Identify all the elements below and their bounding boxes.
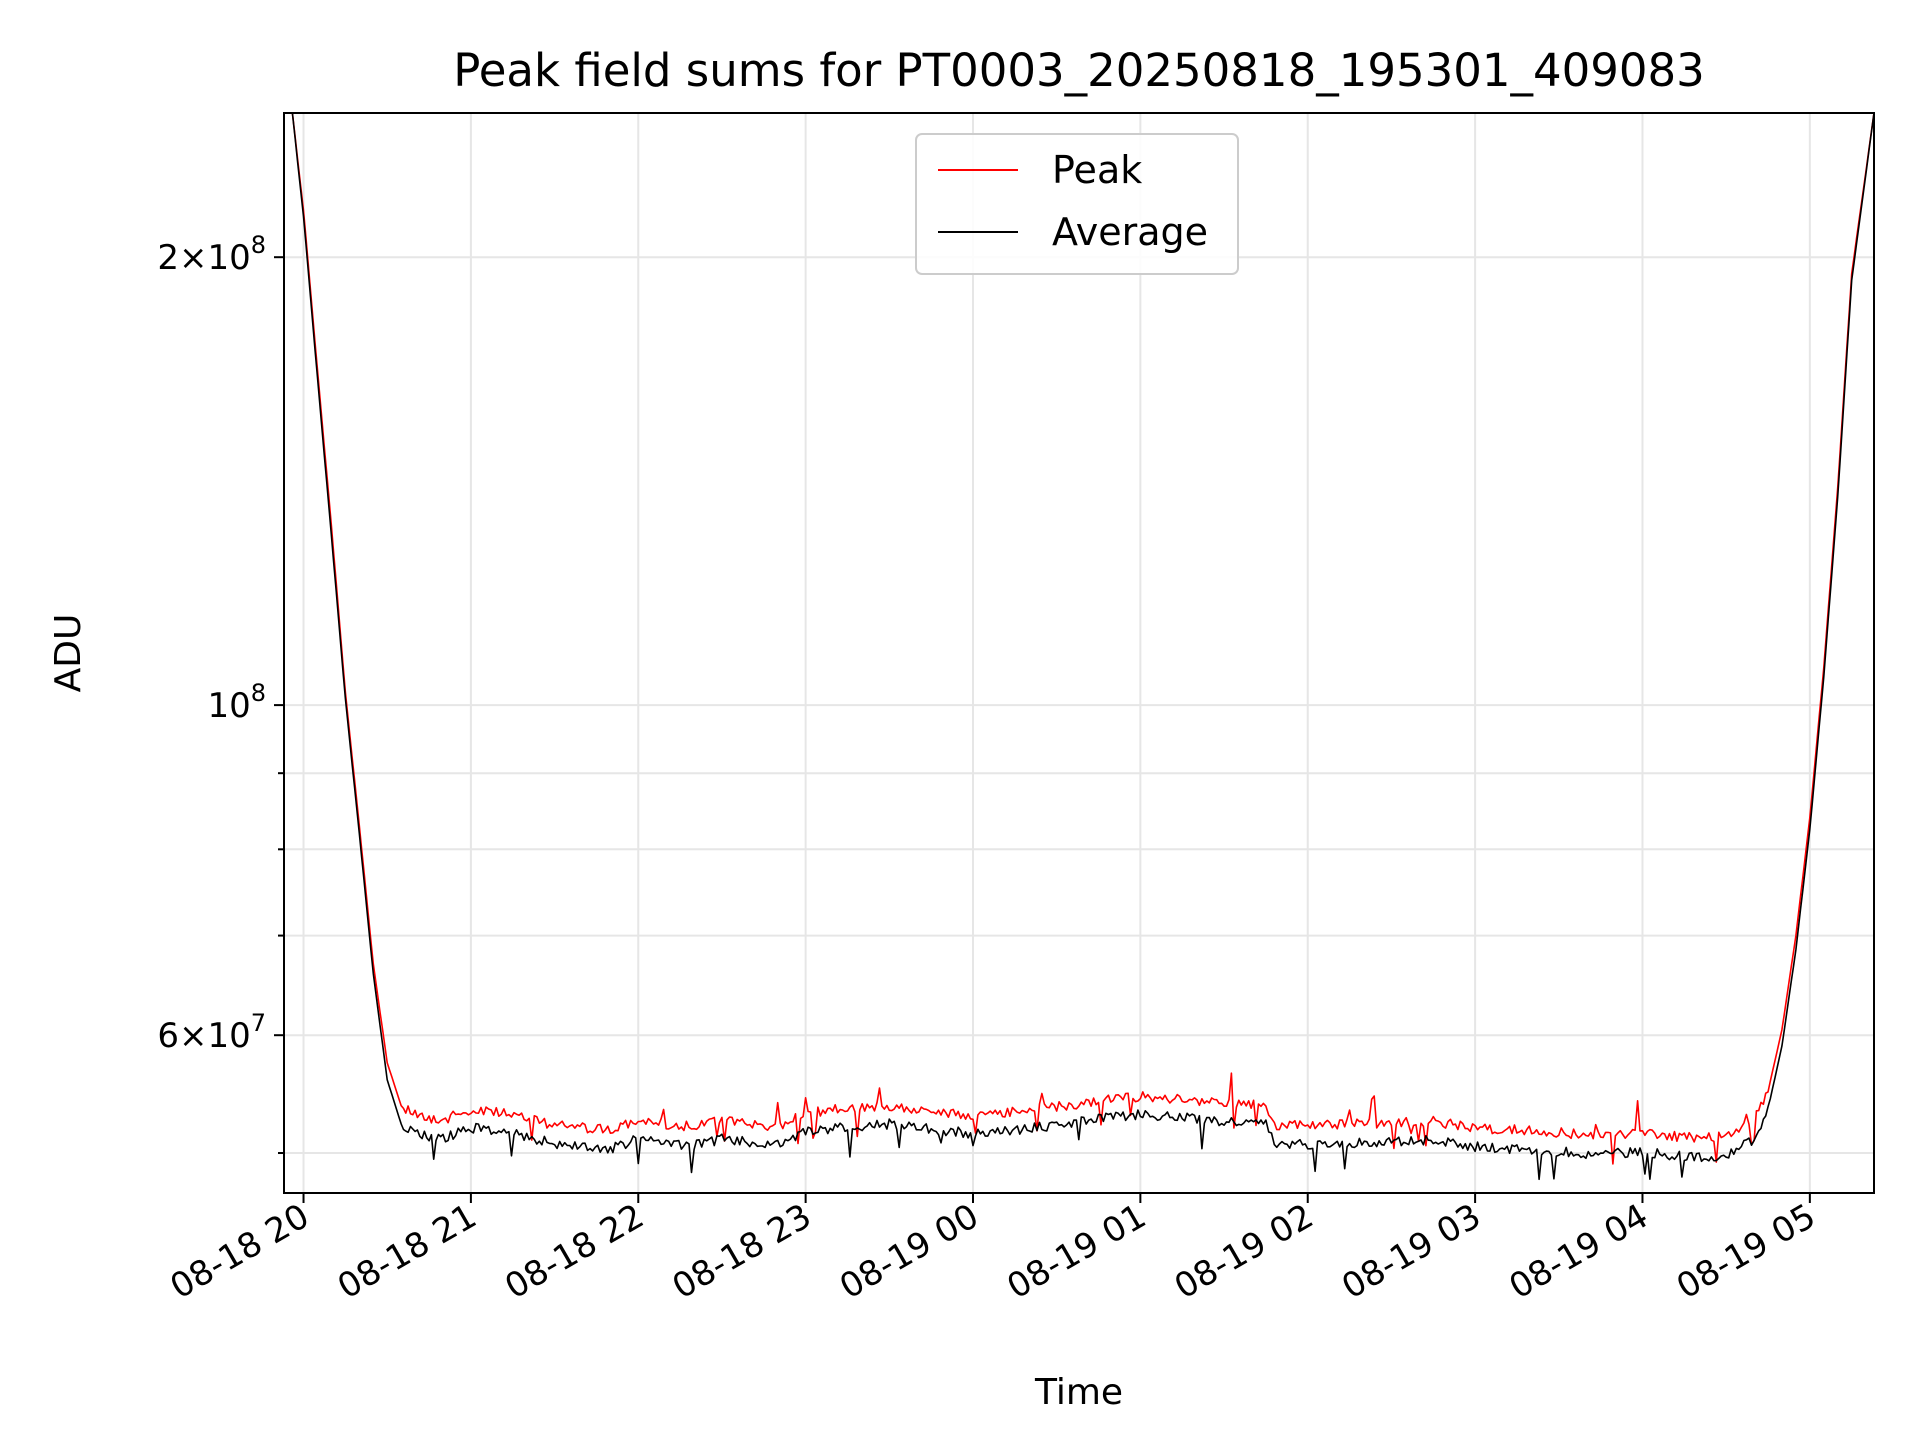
y-tick-label: 2×108 bbox=[157, 231, 266, 278]
y-tick-label: 6×107 bbox=[157, 1009, 266, 1056]
legend-label: Peak bbox=[1052, 148, 1142, 192]
y-tick-label-base: 10 bbox=[207, 686, 250, 726]
y-tick-label-base: 2×10 bbox=[157, 238, 250, 278]
chart-title: Peak field sums for PT0003_20250818_1953… bbox=[453, 44, 1705, 97]
series-line-average bbox=[284, 112, 1875, 1181]
y-tick-label-exponent: 8 bbox=[251, 231, 266, 259]
y-tick-label-exponent: 7 bbox=[251, 1009, 266, 1037]
legend: Peak Average bbox=[915, 133, 1239, 275]
x-axis-label: Time bbox=[1034, 1372, 1123, 1413]
y-tick-label-exponent: 8 bbox=[251, 679, 266, 707]
series-line-peak bbox=[284, 112, 1875, 1165]
legend-label: Average bbox=[1052, 210, 1208, 254]
series-layer bbox=[284, 112, 1875, 1181]
y-axis-label: ADU bbox=[48, 614, 89, 693]
y-tick-label: 108 bbox=[207, 679, 266, 726]
y-tick-label-base: 6×10 bbox=[157, 1016, 250, 1056]
plot-frame bbox=[283, 112, 1875, 1194]
